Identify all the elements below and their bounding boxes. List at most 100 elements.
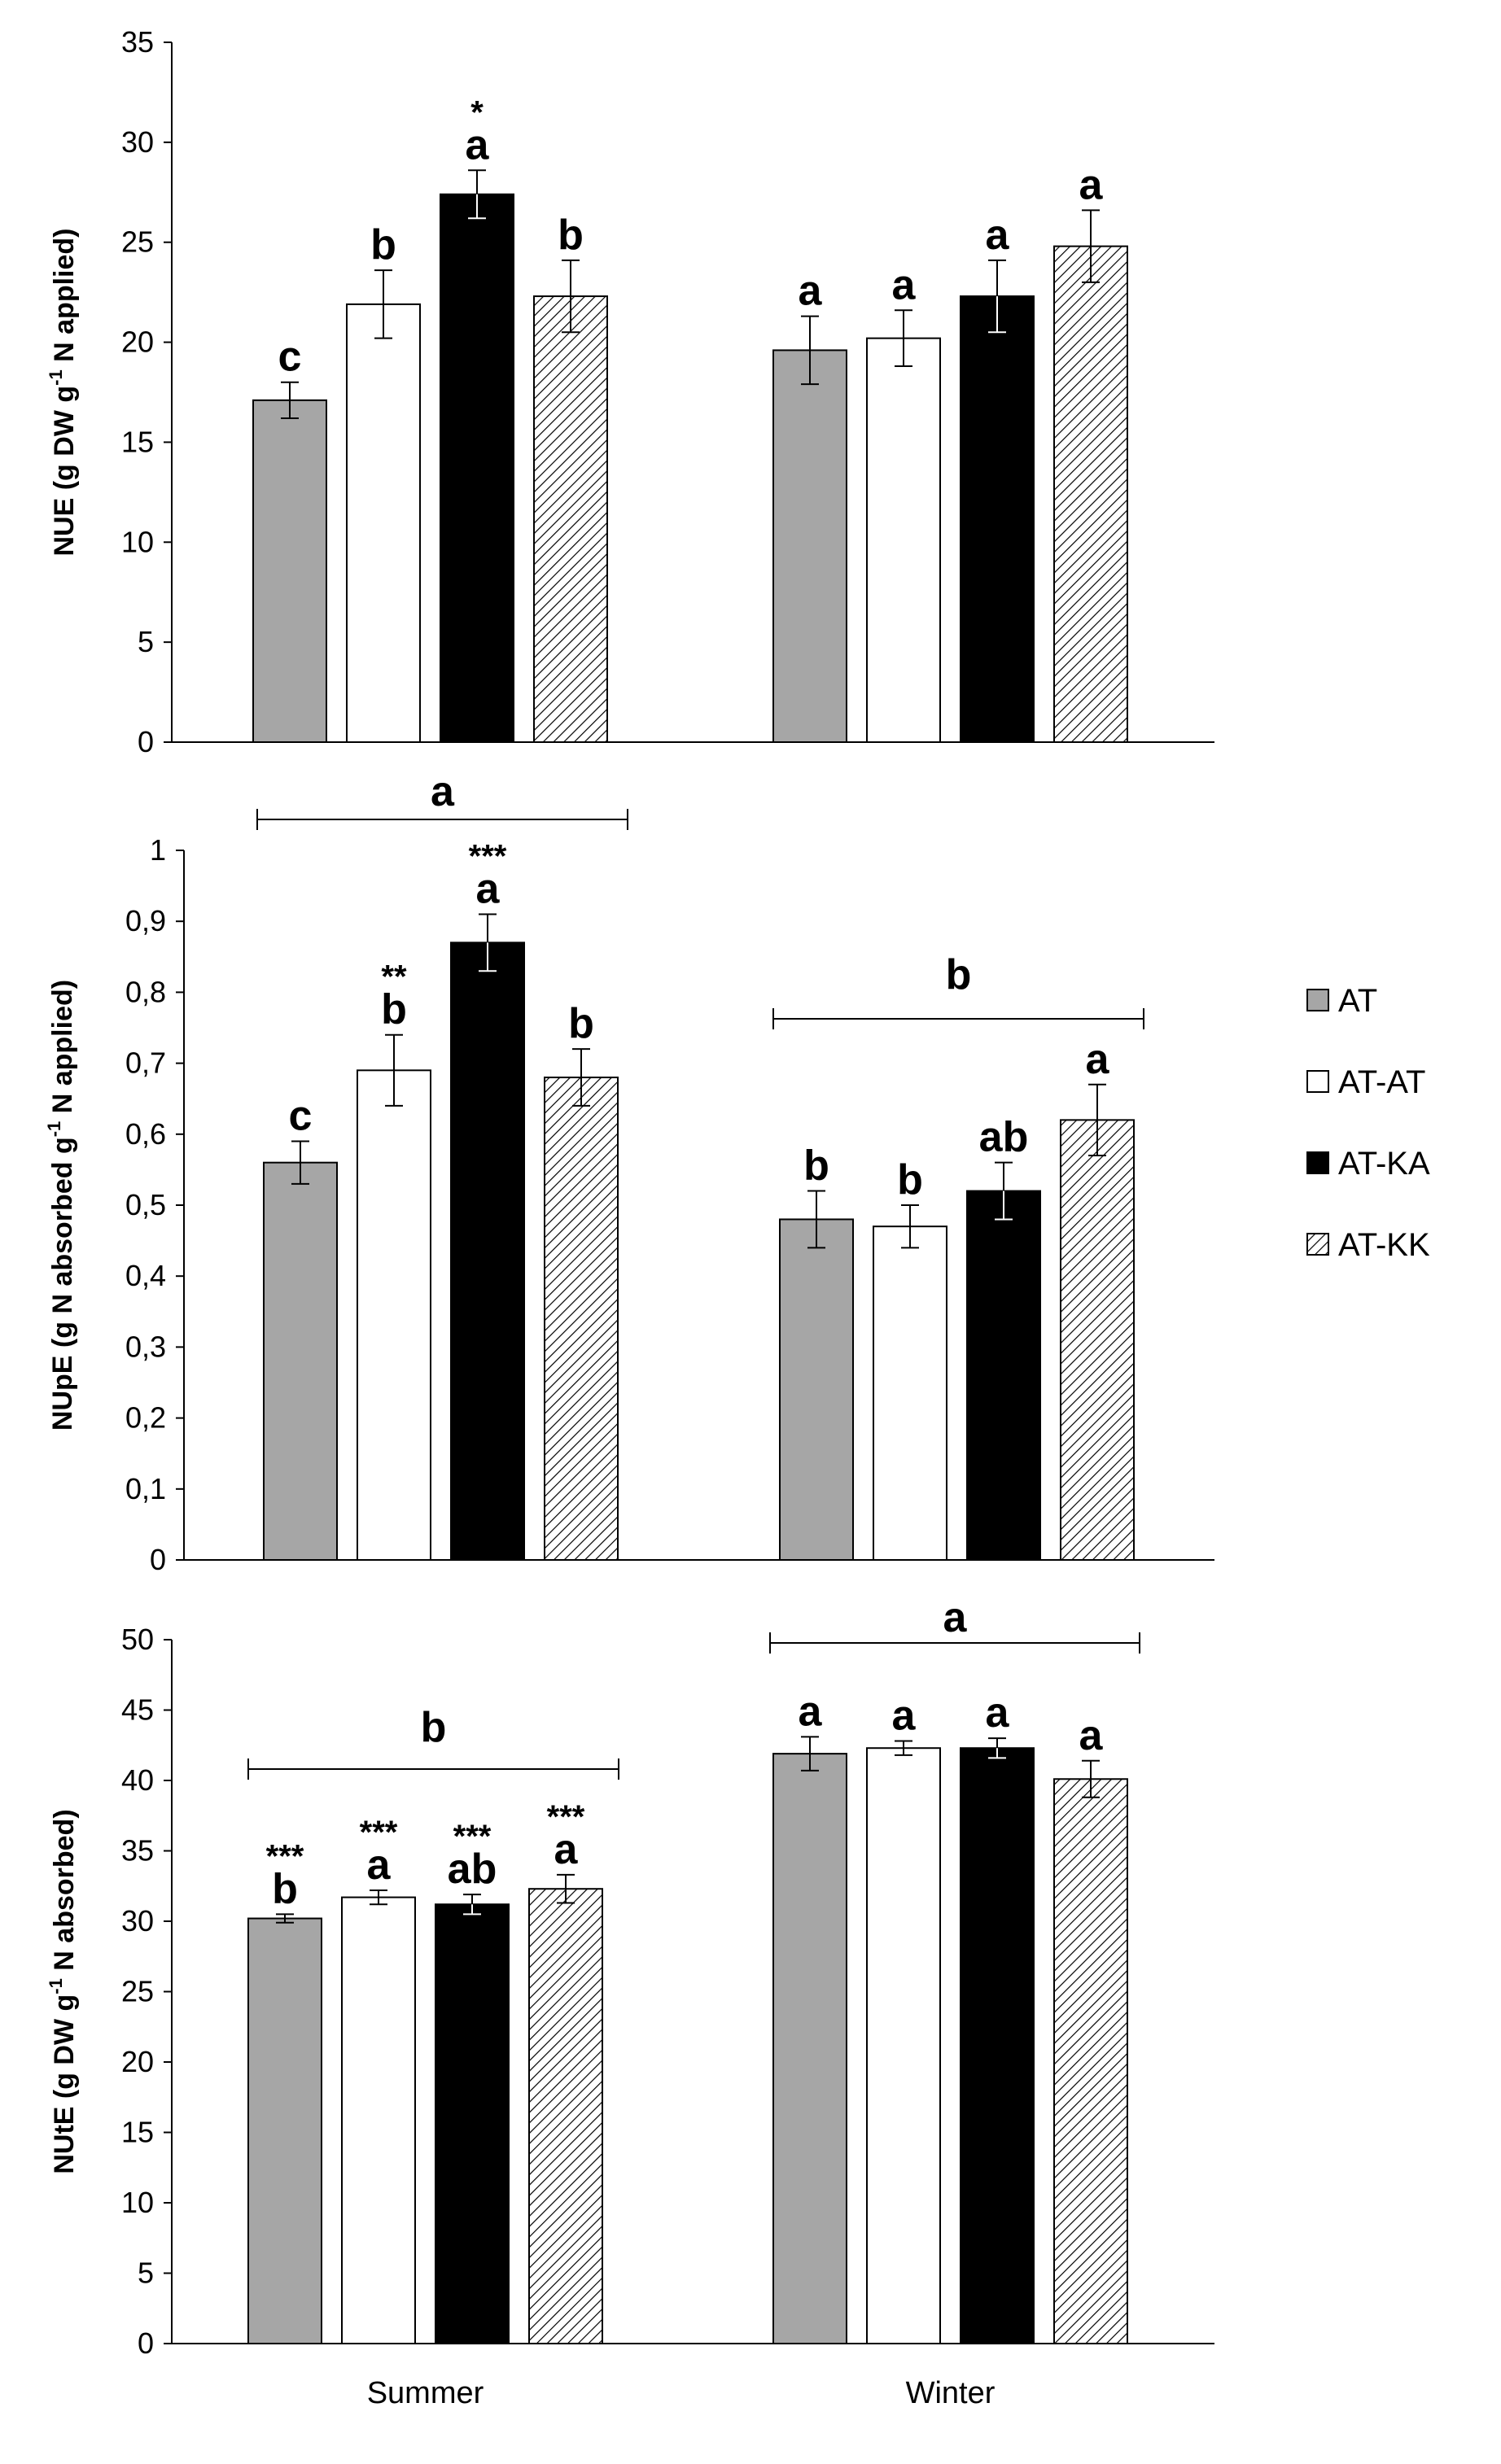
significance-letter: b	[370, 221, 396, 269]
legend-label-at-at: AT-AT	[1338, 1064, 1425, 1100]
legend: AT AT-AT AT-KA AT-KK	[1306, 983, 1430, 1263]
y-axis-label-sup: -1	[46, 369, 66, 386]
bar-at-kk-summer	[544, 1077, 619, 1562]
y-tick-label: 5	[138, 625, 154, 658]
bar-at-at-summer	[357, 1069, 431, 1561]
significance-stars: ***	[453, 1819, 492, 1855]
y-tick-label: 10	[121, 525, 154, 558]
y-tick-label: 0,5	[125, 1188, 166, 1221]
significance-letter: a	[799, 268, 823, 315]
y-axis-label: NUE (g DW g-1 N applied)	[46, 229, 80, 557]
significance-letter: a	[892, 1693, 917, 1740]
significance-letter: b	[568, 1000, 594, 1047]
bar-at-summer	[247, 1917, 322, 2345]
significance-stars: ***	[547, 1799, 585, 1835]
y-tick-label: 15	[121, 2116, 154, 2149]
bar-at-kk-summer	[533, 295, 608, 743]
group-significance-letter: a	[431, 768, 455, 815]
bar-at-winter	[772, 349, 847, 743]
bar-at-kk-winter	[1060, 1119, 1135, 1561]
bar-at-at-winter	[866, 337, 941, 743]
x-category-label: Summer	[367, 2376, 484, 2410]
significance-letter: b	[272, 1865, 298, 1912]
nute-chart-panel: 0 5 10 15 20 25 30 35 40 45 50 NUtE (g DW g-1 N abs…	[46, 1594, 1214, 2410]
y-tick-label: 0,4	[125, 1259, 166, 1292]
y-tick-label: 20	[121, 2045, 154, 2078]
legend-swatch-at-at	[1306, 1070, 1329, 1093]
legend-label-at-ka: AT-KA	[1338, 1146, 1430, 1182]
y-tick-label: 10	[121, 2186, 154, 2219]
significance-letter: a	[799, 1688, 823, 1735]
significance-stars: ***	[360, 1815, 398, 1850]
bar-at-ka-winter	[966, 1190, 1041, 1562]
bar-at-at-summer	[341, 1896, 416, 2345]
y-axis-label-text: N applied)	[47, 980, 78, 1121]
y-axis-label-text: N absorbed)	[49, 1809, 80, 1978]
bar-at-ka-summer	[450, 941, 525, 1561]
y-tick-label: 0,9	[125, 904, 166, 937]
significance-letter: a	[1086, 1036, 1110, 1083]
significance-letter: a	[892, 261, 917, 308]
y-tick-label: 0,1	[125, 1472, 166, 1505]
significance-letter: ab	[448, 1846, 497, 1893]
bar-at-winter	[779, 1218, 854, 1561]
y-tick-label: 0,3	[125, 1330, 166, 1363]
y-tick-label: 50	[121, 1623, 154, 1656]
significance-letter: a	[1079, 1712, 1104, 1759]
significance-stars: ***	[266, 1838, 304, 1874]
y-tick-label: 5	[138, 2256, 154, 2290]
significance-letter: a	[476, 865, 501, 912]
legend-item-at: AT	[1306, 983, 1377, 1019]
y-tick-label: 0	[138, 725, 154, 758]
bar-at-summer	[263, 1161, 338, 1562]
nue-chart-panel: 0 5 10 15 20 25 30 35 NUE (g DW g-1 N applied) c b…	[46, 25, 1214, 758]
significance-stars: **	[381, 959, 407, 995]
group-significance-letter: b	[421, 1704, 447, 1751]
bar-at-at-summer	[346, 303, 421, 743]
y-tick-label: 45	[121, 1693, 154, 1727]
significance-letter: a	[466, 121, 490, 168]
significance-stars: *	[470, 94, 484, 130]
y-tick-label: 0	[138, 2326, 154, 2360]
bar-at-winter	[772, 1753, 847, 2344]
significance-letter: c	[278, 334, 302, 381]
bar-at-at-winter	[873, 1225, 947, 1562]
y-tick-label: 1	[150, 833, 166, 867]
y-axis-label-text: N applied)	[49, 229, 80, 370]
y-axis-label: NUpE (g N absorbed g-1 N applied)	[44, 980, 78, 1431]
y-tick-label: 0	[150, 1543, 166, 1576]
bar-at-ka-summer	[435, 1903, 510, 2344]
y-axis-label-text: NUpE (g N absorbed g	[47, 1137, 78, 1431]
y-axis-label: NUtE (g DW g-1 N absorbed)	[46, 1809, 80, 2173]
bar-at-kk-winter	[1053, 245, 1128, 743]
y-axis-label-text: NUE (g DW g	[49, 386, 80, 557]
significance-letter: c	[289, 1093, 313, 1140]
legend-swatch-at	[1306, 989, 1329, 1011]
y-tick-label: 20	[121, 325, 154, 359]
x-category-label: Winter	[906, 2376, 996, 2410]
legend-label-at: AT	[1338, 983, 1377, 1019]
bar-at-ka-winter	[960, 1747, 1035, 2344]
y-axis-label-text: NUtE (g DW g	[49, 1994, 80, 2174]
bar-at-ka-summer	[440, 193, 514, 743]
y-tick-label: 0,6	[125, 1117, 166, 1151]
significance-letter: b	[897, 1156, 923, 1204]
legend-item-at-ka: AT-KA	[1306, 1146, 1430, 1182]
significance-letter: a	[986, 212, 1010, 259]
significance-letter: b	[558, 212, 584, 259]
y-tick-label: 0,8	[125, 975, 166, 1008]
y-tick-label: 25	[121, 225, 154, 259]
legend-label-at-kk: AT-KK	[1338, 1227, 1430, 1263]
significance-letter: b	[803, 1142, 829, 1190]
group-significance-letter: a	[943, 1594, 968, 1641]
y-axis-label-sup: -1	[44, 1121, 64, 1138]
significance-letter: a	[986, 1689, 1010, 1737]
legend-item-at-at: AT-AT	[1306, 1064, 1425, 1100]
significance-letter: b	[381, 986, 407, 1033]
bar-at-summer	[252, 399, 327, 743]
y-tick-label: 35	[121, 25, 154, 59]
significance-letter: a	[1079, 161, 1104, 208]
y-tick-label: 35	[121, 1834, 154, 1868]
y-tick-label: 0,2	[125, 1401, 166, 1435]
